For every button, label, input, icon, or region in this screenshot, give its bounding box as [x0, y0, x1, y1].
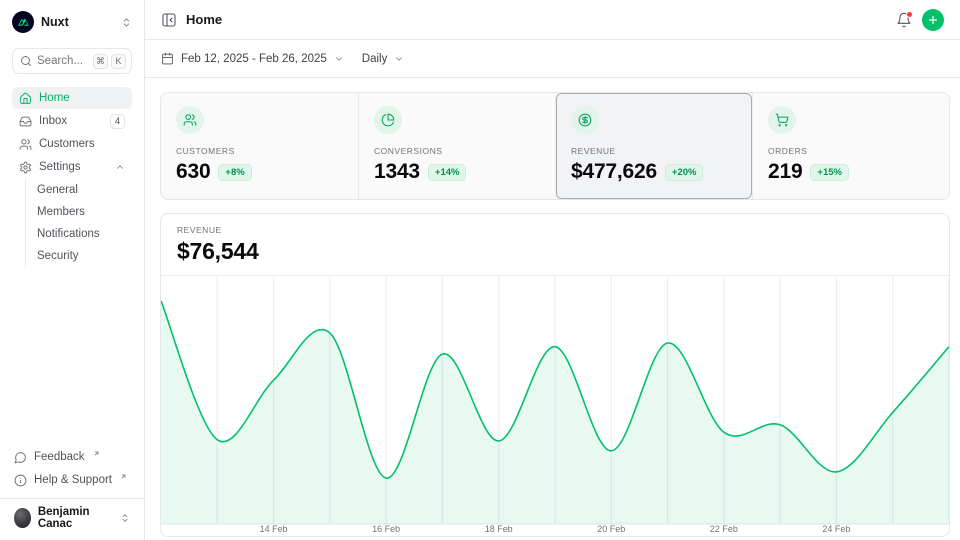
content: CUSTOMERS 630 +8% CONVERSIONS 1343 +14%: [145, 78, 960, 540]
page-header: Home: [145, 0, 960, 40]
sidebar-item-label: Customers: [39, 138, 95, 150]
stat-label: CUSTOMERS: [176, 146, 235, 156]
users-icon: [19, 138, 32, 151]
sidebar-collapse-button[interactable]: [161, 12, 177, 28]
circle-dollar-icon: [571, 106, 599, 134]
revenue-chart-svg: 14 Feb 16 Feb 18 Feb 20 Feb 22 Feb 24 Feb: [161, 276, 949, 534]
svg-text:16 Feb: 16 Feb: [372, 524, 400, 534]
main: Home Feb 12, 2025 - Feb 26, 2025: [145, 0, 960, 540]
gear-icon: [19, 161, 32, 174]
stat-value: $477,626: [571, 160, 657, 183]
svg-text:18 Feb: 18 Feb: [485, 524, 513, 534]
stat-card-conversions[interactable]: CONVERSIONS 1343 +14%: [358, 93, 555, 199]
stat-value: 1343: [374, 160, 420, 183]
user-menu[interactable]: Benjamin Canac: [12, 506, 132, 530]
external-link-icon: [93, 450, 100, 457]
nuxt-logo-icon: [12, 11, 34, 33]
add-button[interactable]: [922, 8, 944, 31]
date-range-picker[interactable]: Feb 12, 2025 - Feb 26, 2025: [161, 52, 344, 65]
stat-card-orders[interactable]: ORDERS 219 +15%: [752, 93, 949, 199]
filters-toolbar: Feb 12, 2025 - Feb 26, 2025 Daily: [145, 40, 960, 78]
settings-subnav: General Members Notifications Security: [25, 179, 132, 267]
search-icon: [20, 55, 32, 67]
home-icon: [19, 92, 32, 105]
stat-value: 630: [176, 160, 211, 183]
stat-delta-badge: +8%: [218, 163, 252, 181]
revenue-chart[interactable]: 14 Feb 16 Feb 18 Feb 20 Feb 22 Feb 24 Feb: [161, 276, 949, 536]
external-link-icon: [120, 473, 127, 480]
stat-card-revenue[interactable]: REVENUE $477,626 +20%: [555, 93, 752, 199]
cart-icon: [768, 106, 796, 134]
pie-chart-icon: [374, 106, 402, 134]
sidebar-item-notifications[interactable]: Notifications: [37, 228, 100, 240]
svg-text:22 Feb: 22 Feb: [710, 524, 738, 534]
stat-value: 219: [768, 160, 803, 183]
users-icon: [176, 106, 204, 134]
sidebar-item-inbox[interactable]: Inbox 4: [12, 110, 132, 132]
chart-header: REVENUE $76,544: [161, 214, 949, 276]
workspace-name: Nuxt: [41, 15, 69, 29]
stat-card-customers[interactable]: CUSTOMERS 630 +8%: [161, 93, 358, 199]
notification-dot: [906, 10, 913, 18]
inbox-count-badge: 4: [110, 113, 125, 129]
footer-link-label: Help & Support: [34, 474, 112, 486]
sidebar: Nuxt ⌘ K Home: [0, 0, 145, 540]
search-input[interactable]: ⌘ K: [12, 48, 132, 74]
chevrons-up-down-icon: [120, 513, 130, 523]
chevron-down-icon: [334, 54, 344, 64]
date-range-value: Feb 12, 2025 - Feb 26, 2025: [181, 52, 327, 65]
sidebar-item-home[interactable]: Home: [12, 87, 132, 109]
chart-title: REVENUE: [177, 225, 222, 235]
svg-text:14 Feb: 14 Feb: [260, 524, 288, 534]
svg-text:20 Feb: 20 Feb: [597, 524, 625, 534]
stat-label: ORDERS: [768, 146, 808, 156]
svg-text:24 Feb: 24 Feb: [822, 524, 850, 534]
sidebar-item-members[interactable]: Members: [37, 206, 85, 218]
chart-total-value: $76,544: [177, 238, 259, 264]
user-name: Benjamin Canac: [37, 506, 90, 530]
sidebar-item-label: Inbox: [39, 115, 68, 127]
stat-delta-badge: +20%: [664, 163, 704, 181]
chat-bubble-icon: [14, 451, 27, 464]
stat-label: CONVERSIONS: [374, 146, 443, 156]
sidebar-item-customers[interactable]: Customers: [12, 133, 132, 155]
divider: [0, 498, 144, 499]
calendar-icon: [161, 52, 174, 65]
sidebar-item-security[interactable]: Security: [37, 250, 79, 262]
sidebar-item-label: Home: [39, 92, 70, 104]
page-title: Home: [186, 12, 223, 27]
chevrons-up-down-icon: [121, 17, 132, 28]
stat-delta-badge: +14%: [427, 163, 467, 181]
help-support-link[interactable]: Help & Support: [12, 469, 132, 491]
revenue-chart-card: REVENUE $76,544 14 Feb 16 Feb 18 Feb 20 Feb…: [160, 213, 950, 537]
notifications-button[interactable]: [896, 10, 913, 28]
chevron-down-icon: [394, 54, 404, 64]
search-shortcut: ⌘ K: [93, 53, 126, 69]
period-select[interactable]: Daily: [362, 53, 405, 65]
stats-row: CUSTOMERS 630 +8% CONVERSIONS 1343 +14%: [160, 92, 950, 200]
stat-label: REVENUE: [571, 146, 616, 156]
sidebar-footer: Feedback Help & Support Benjamin Canac: [0, 446, 144, 530]
kbd-cmd: ⌘: [93, 53, 108, 69]
workspace-switcher[interactable]: Nuxt: [12, 10, 132, 34]
sidebar-item-general[interactable]: General: [37, 184, 78, 196]
feedback-link[interactable]: Feedback: [12, 446, 132, 468]
avatar: [14, 508, 31, 528]
sidebar-item-settings[interactable]: Settings: [12, 156, 132, 178]
stat-delta-badge: +15%: [810, 163, 849, 181]
sidebar-item-label: Settings: [39, 161, 81, 173]
info-icon: [14, 474, 27, 487]
footer-link-label: Feedback: [34, 451, 85, 463]
chevron-up-icon: [115, 162, 125, 172]
search-field[interactable]: [37, 55, 88, 67]
inbox-icon: [19, 115, 32, 128]
kbd-k: K: [111, 53, 126, 69]
period-value: Daily: [361, 52, 388, 65]
sidebar-nav: Home Inbox 4 Customers Settings: [12, 87, 132, 267]
